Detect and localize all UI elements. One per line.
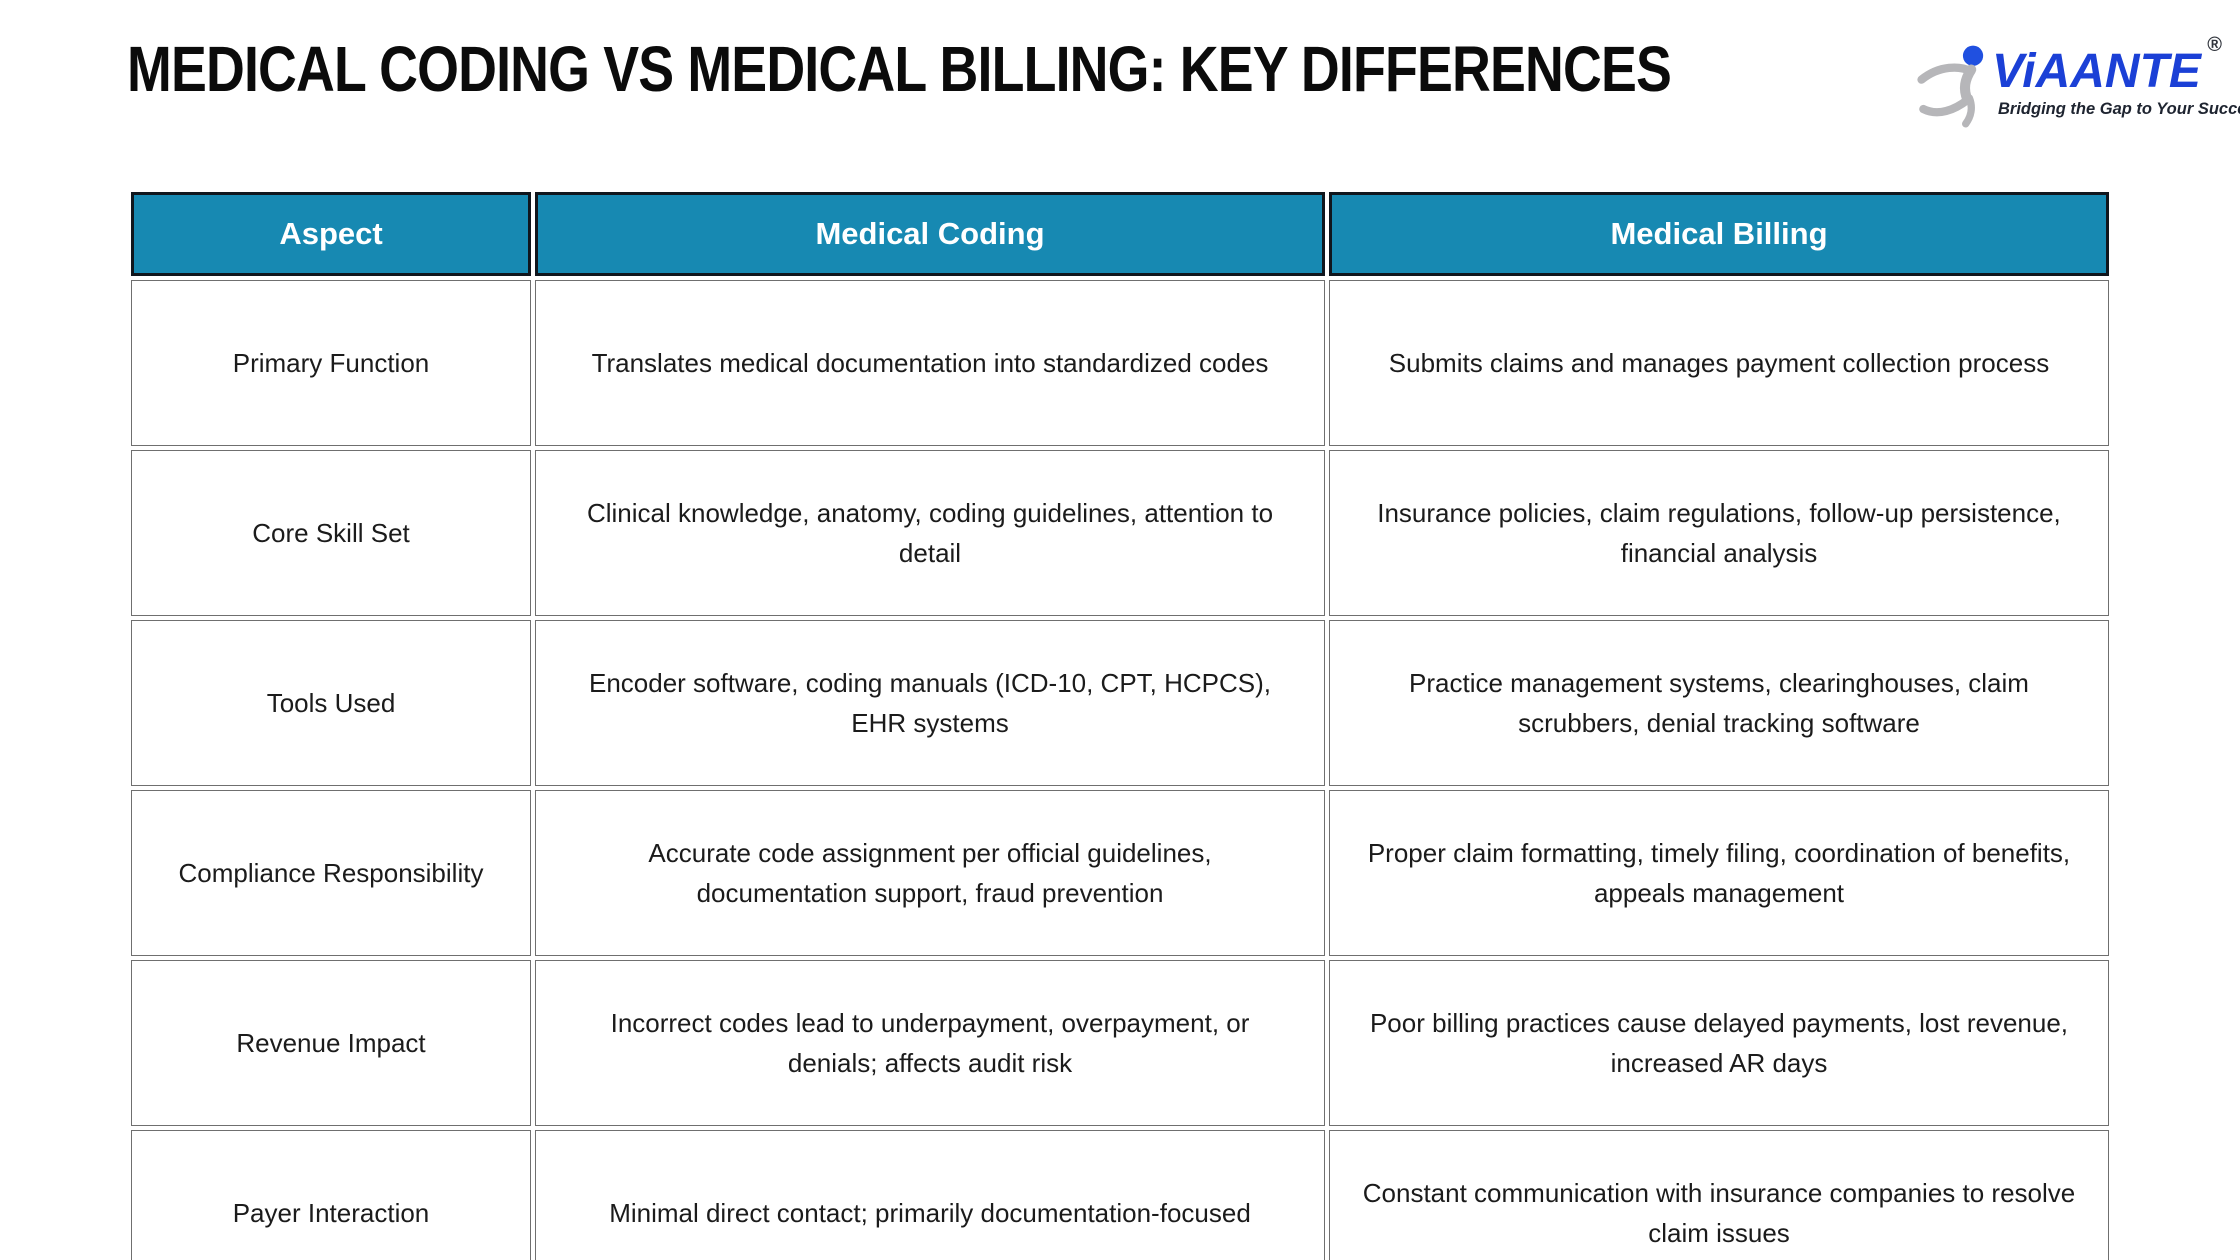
- runner-icon: [1917, 45, 1984, 128]
- aspect-cell: Revenue Impact: [131, 960, 531, 1126]
- brand-logo: ViAANTE ® Bridging the Gap to Your Succe…: [1916, 34, 2240, 146]
- billing-cell: Submits claims and manages payment colle…: [1329, 280, 2109, 446]
- coding-cell: Accurate code assignment per official gu…: [535, 790, 1325, 956]
- table-row: Core Skill Set Clinical knowledge, anato…: [131, 450, 2109, 616]
- column-header-medical-coding: Medical Coding: [535, 192, 1325, 276]
- aspect-cell: Primary Function: [131, 280, 531, 446]
- brand-tagline: Bridging the Gap to Your Success: [1998, 100, 2240, 118]
- coding-cell: Minimal direct contact; primarily docume…: [535, 1130, 1325, 1260]
- page-title: MEDICAL CODING VS MEDICAL BILLING: KEY D…: [127, 33, 1672, 105]
- billing-cell: Constant communication with insurance co…: [1329, 1130, 2109, 1260]
- aspect-cell: Compliance Responsibility: [131, 790, 531, 956]
- coding-cell: Translates medical documentation into st…: [535, 280, 1325, 446]
- header-row: Aspect Medical Coding Medical Billing: [131, 192, 2109, 276]
- registered-mark-icon: ®: [2207, 34, 2222, 56]
- billing-cell: Practice management systems, clearinghou…: [1329, 620, 2109, 786]
- aspect-cell: Tools Used: [131, 620, 531, 786]
- coding-cell: Clinical knowledge, anatomy, coding guid…: [535, 450, 1325, 616]
- coding-cell: Encoder software, coding manuals (ICD-10…: [535, 620, 1325, 786]
- coding-cell: Incorrect codes lead to underpayment, ov…: [535, 960, 1325, 1126]
- billing-cell: Proper claim formatting, timely filing, …: [1329, 790, 2109, 956]
- table-row: Payer Interaction Minimal direct contact…: [131, 1130, 2109, 1260]
- column-header-aspect: Aspect: [131, 192, 531, 276]
- aspect-cell: Payer Interaction: [131, 1130, 531, 1260]
- table-row: Tools Used Encoder software, coding manu…: [131, 620, 2109, 786]
- table-row: Revenue Impact Incorrect codes lead to u…: [131, 960, 2109, 1126]
- table-row: Compliance Responsibility Accurate code …: [131, 790, 2109, 956]
- table-row: Primary Function Translates medical docu…: [131, 280, 2109, 446]
- column-header-medical-billing: Medical Billing: [1329, 192, 2109, 276]
- comparison-table: Aspect Medical Coding Medical Billing Pr…: [127, 188, 2113, 1260]
- billing-cell: Insurance policies, claim regulations, f…: [1329, 450, 2109, 616]
- table-header: Aspect Medical Coding Medical Billing: [131, 192, 2109, 276]
- brand-name: ViAANTE: [1992, 45, 2201, 98]
- aspect-cell: Core Skill Set: [131, 450, 531, 616]
- billing-cell: Poor billing practices cause delayed pay…: [1329, 960, 2109, 1126]
